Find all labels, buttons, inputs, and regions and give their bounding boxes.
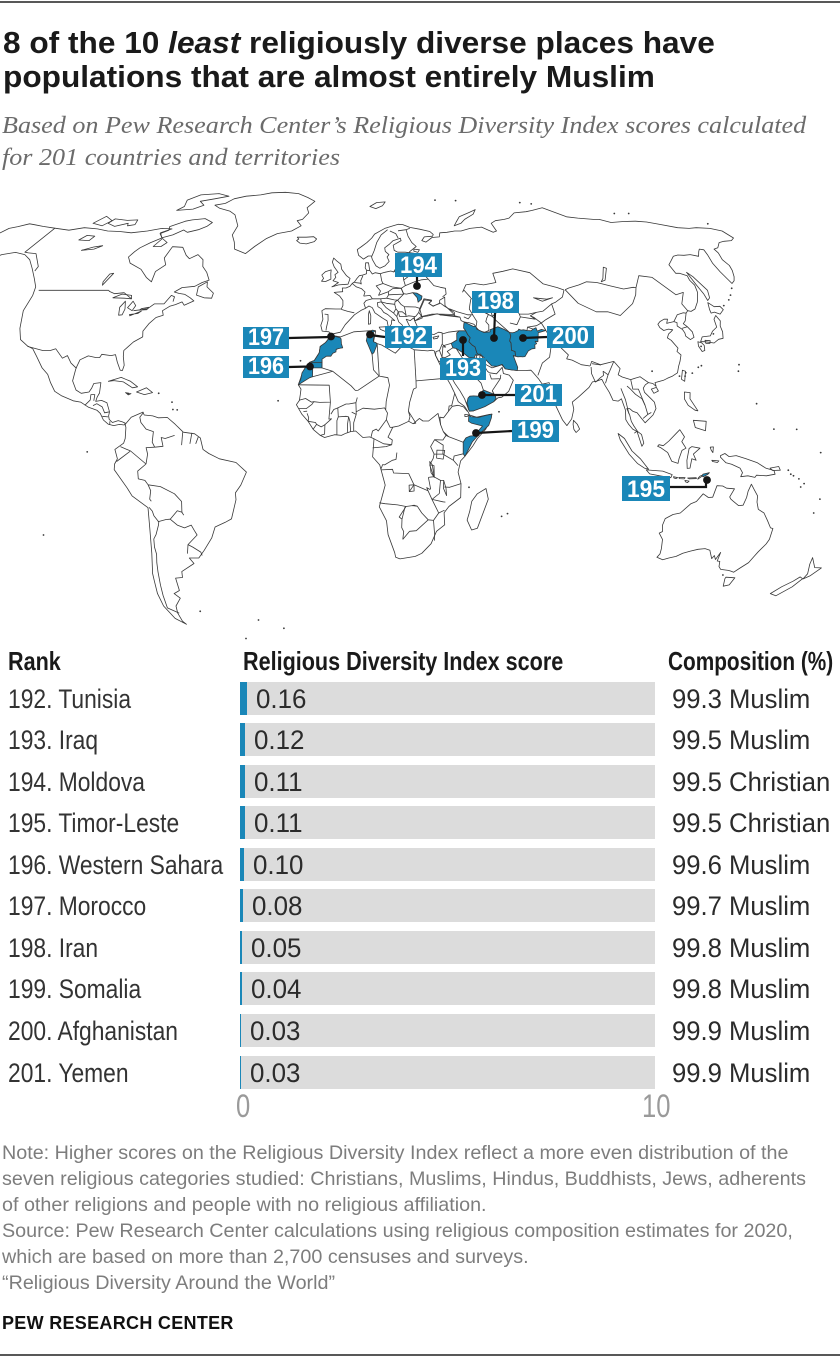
- svg-text:196: 196: [248, 353, 284, 380]
- svg-text:201: 201: [520, 381, 557, 408]
- svg-text:197: 197: [248, 324, 284, 351]
- svg-text:193: 193: [445, 355, 481, 382]
- svg-text:198: 198: [477, 288, 514, 315]
- svg-text:195: 195: [627, 476, 665, 503]
- svg-text:194: 194: [400, 252, 438, 279]
- svg-text:200: 200: [552, 323, 589, 350]
- svg-text:199: 199: [517, 417, 554, 444]
- svg-text:192: 192: [390, 323, 427, 350]
